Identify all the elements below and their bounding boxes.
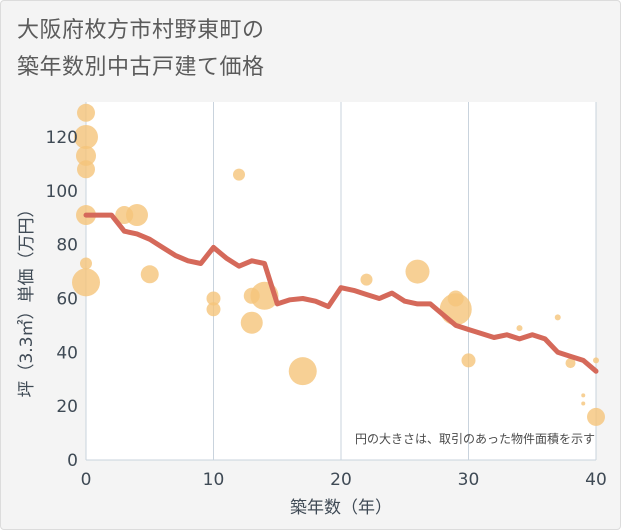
average-price-line <box>83 212 599 374</box>
bubble-point <box>80 257 92 270</box>
bubble-point <box>72 268 100 297</box>
y-tick-label: 120 <box>46 128 78 148</box>
bubble-point <box>581 393 586 398</box>
y-tick-label: 40 <box>56 343 78 363</box>
bubble-point <box>77 103 95 122</box>
x-axis-label: 築年数（年） <box>290 498 392 518</box>
x-tick-label: 0 <box>81 470 92 490</box>
bubble-point <box>516 325 523 332</box>
bubble-point <box>587 407 605 426</box>
title-line-2: 築年数別中古戸建て価格 <box>17 55 265 80</box>
bubble-layer <box>72 103 605 426</box>
bubble-point <box>405 259 430 284</box>
bubble-point <box>565 358 576 369</box>
y-tick-label: 60 <box>56 289 78 309</box>
bubble-point <box>233 168 245 181</box>
bubble-point <box>76 145 96 166</box>
y-tick-label: 0 <box>67 451 78 471</box>
y-tick-label: 20 <box>56 397 78 417</box>
y-axis-label: 坪（3.3㎡）単価（万円） <box>17 200 37 397</box>
x-tick-label: 10 <box>203 470 225 490</box>
x-tick-label: 30 <box>458 470 480 490</box>
bubble-point <box>206 291 221 306</box>
y-tick-label: 100 <box>46 182 78 202</box>
bubble-point <box>74 124 98 149</box>
bubble-point <box>206 302 221 317</box>
bubble-point <box>581 401 586 406</box>
bubble-point <box>593 357 599 364</box>
chart-title: 大阪府枚方市村野東町の 築年数別中古戸建て価格 <box>17 12 265 86</box>
bubble-point <box>447 290 464 307</box>
bubble-point <box>140 265 159 284</box>
bubble-point <box>288 357 317 386</box>
bubble-point <box>240 311 263 334</box>
bubble-point <box>126 204 148 227</box>
x-tick-label: 40 <box>585 470 607 490</box>
y-tick-label: 80 <box>56 236 78 256</box>
bubble-point <box>360 273 373 286</box>
tick-labels: 0 10 20 30 40 0 20 40 60 80 100 120 <box>46 128 607 490</box>
x-tick-label: 20 <box>330 470 352 490</box>
bubble-point <box>77 160 95 179</box>
size-annotation: 円の大きさは、取引のあった物件面積を示す <box>355 431 595 446</box>
bubble-point <box>461 353 476 368</box>
bubble-point <box>554 314 561 321</box>
title-line-1: 大阪府枚方市村野東町の <box>17 18 265 43</box>
